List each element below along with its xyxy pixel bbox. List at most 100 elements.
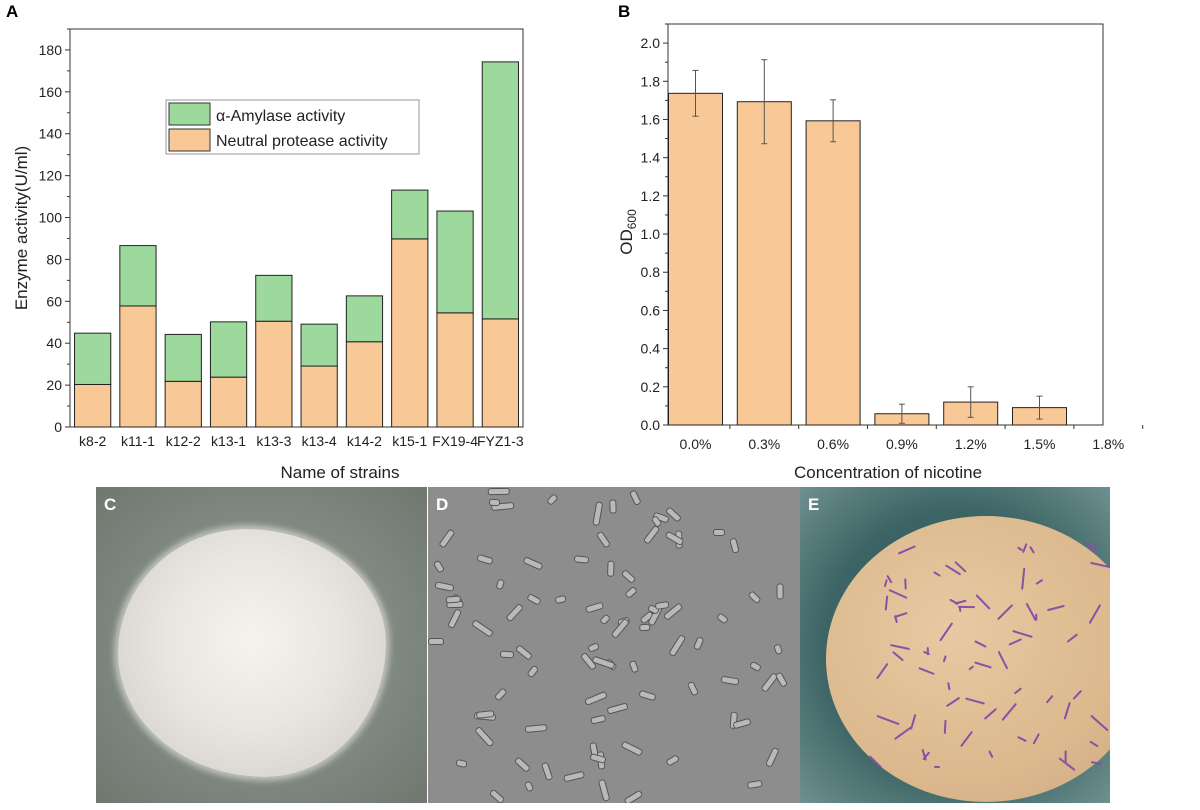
stained-cell <box>884 578 889 587</box>
bar-protease <box>481 318 519 428</box>
x-tick-label: k8-2 <box>79 433 106 449</box>
x-tick-label: k15-1 <box>392 433 427 449</box>
plot-frame <box>69 28 524 428</box>
stained-cell <box>1001 703 1018 722</box>
bacterial-cell <box>474 725 495 748</box>
stained-cell <box>1011 630 1033 639</box>
stained-cell <box>904 578 907 590</box>
chart-b-od600: 0.0 0.2 0.4 0.6 0.8 1.0 1.2 1.4 1.6 1.8 2.0 0.0% 0.… <box>617 23 1144 480</box>
legend-amylase: α-Amylase activity <box>216 108 345 125</box>
y-axis-label: OD600 <box>617 209 639 255</box>
bacterial-cell <box>583 690 608 707</box>
panel-label-e: E <box>808 495 820 514</box>
x-tick-label: 1.5% <box>1024 436 1056 452</box>
microscope-field <box>826 516 1110 802</box>
bacterial-cell <box>573 555 590 564</box>
stained-cell <box>974 640 987 648</box>
y-tick-label: 1.8 <box>641 73 661 89</box>
bar-amylase <box>481 61 519 320</box>
x-tick-label: 0.0% <box>680 436 712 452</box>
bacterial-cell <box>638 623 651 631</box>
x-tick-label: k13-1 <box>211 433 246 449</box>
bacterial-cell <box>628 659 640 673</box>
bacterial-cell <box>488 498 501 506</box>
stained-cell <box>876 715 900 726</box>
bacterial-cell <box>597 778 611 803</box>
stained-cell <box>884 595 889 612</box>
stained-cell <box>868 755 883 770</box>
x-tick-label: k14-2 <box>347 433 382 449</box>
bacterial-cell <box>764 746 780 768</box>
stained-cell <box>889 643 910 650</box>
stained-cell <box>1072 689 1083 701</box>
stained-cell <box>894 726 913 740</box>
stained-cell <box>1088 603 1102 624</box>
stained-cell <box>967 665 975 671</box>
stained-cell <box>933 765 941 768</box>
panel-label-d: D <box>436 495 449 514</box>
bar-amylase <box>255 274 293 322</box>
bacterial-cell <box>540 762 554 782</box>
bar-protease <box>119 305 157 428</box>
bacterial-cell <box>476 554 494 566</box>
bacterial-cell <box>620 740 644 756</box>
x-tick-label: FYZ1-3 <box>477 433 524 449</box>
stained-cell <box>947 681 951 690</box>
bacterial-cell <box>522 556 544 572</box>
stained-cell <box>988 750 994 759</box>
y-tick-label: 1.4 <box>641 150 661 166</box>
photo-gram-stain: E <box>800 487 1110 803</box>
stained-cell <box>997 604 1014 620</box>
bacterial-cell <box>748 660 763 673</box>
stained-cell <box>1063 702 1071 721</box>
y-tick-label: 0.8 <box>641 264 661 280</box>
stained-cell <box>1022 542 1028 553</box>
x-tick-label: k11-1 <box>121 433 155 449</box>
y-tick-label: 40 <box>46 335 62 351</box>
stained-cell <box>997 651 1009 670</box>
stained-cell <box>897 544 916 555</box>
bacterial-cell <box>776 583 784 600</box>
stained-cell <box>893 612 908 619</box>
bacterial-cell <box>773 643 784 657</box>
bacterial-cell <box>692 635 705 651</box>
bacterial-cell <box>589 714 606 725</box>
x-tick-label: 0.3% <box>748 436 780 452</box>
colony-image <box>118 529 386 777</box>
bacterial-cell <box>506 602 525 623</box>
stained-cell <box>888 588 909 599</box>
bacterial-cell <box>643 525 661 545</box>
bacterial-cell <box>447 607 463 629</box>
bacterial-cell <box>599 613 612 626</box>
y-tick-label: 0.4 <box>641 341 661 357</box>
stained-cell <box>1066 633 1078 643</box>
stained-cell <box>949 598 960 606</box>
bacterial-cell <box>488 487 511 496</box>
bar-protease <box>391 238 429 428</box>
stained-cell <box>1032 732 1041 745</box>
bacterial-cell <box>664 753 680 767</box>
bacterial-cell <box>620 569 637 585</box>
stained-cell <box>939 622 954 642</box>
bacterial-cell <box>446 595 462 604</box>
bacterial-cell <box>606 702 629 715</box>
panel-label-a: A <box>6 2 19 21</box>
bacterial-cell <box>563 770 586 783</box>
panel-label-c: C <box>104 495 117 514</box>
stained-cell <box>1046 695 1055 704</box>
bacterial-cell <box>638 689 657 702</box>
x-tick-label: 0.9% <box>886 436 918 452</box>
bacterial-cell <box>728 537 740 554</box>
stained-cell <box>975 594 991 611</box>
bacterial-cell <box>586 642 600 653</box>
y-tick-label: 0.0 <box>641 417 661 433</box>
y-tick-label: 140 <box>39 126 63 142</box>
y-tick-label: 20 <box>46 377 62 393</box>
x-tick-label: 1.2% <box>955 436 987 452</box>
x-tick-label: k13-3 <box>256 433 291 449</box>
stained-cell <box>983 707 998 721</box>
bacterial-cell <box>715 612 730 625</box>
bacterial-cell <box>471 618 495 638</box>
stained-cell <box>960 731 974 748</box>
